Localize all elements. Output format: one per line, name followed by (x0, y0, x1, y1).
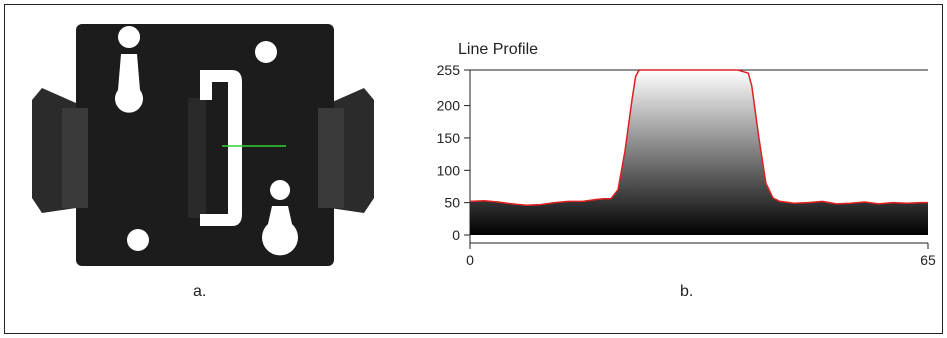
d-slot (200, 70, 242, 226)
keyhole-bottom-right (262, 180, 298, 256)
y-tick-label: 0 (452, 227, 460, 243)
profile-line (469, 69, 928, 206)
bracket-photo (32, 24, 374, 266)
caption-b: b. (680, 283, 694, 300)
x-ticks: 0 65 (466, 243, 936, 268)
plate-band-left (62, 108, 88, 208)
y-tick-label: 255 (437, 62, 461, 78)
y-ticks: 0 50 100 150 200 255 (437, 62, 470, 243)
hole-bottom-left (127, 229, 149, 251)
y-tick-label: 50 (444, 195, 460, 211)
x-tick-label: 0 (466, 252, 474, 268)
y-tick-label: 200 (437, 98, 461, 114)
x-tick-label: 65 (920, 252, 936, 268)
profile-area (470, 70, 928, 235)
y-tick-label: 150 (437, 130, 461, 146)
keyhole-top-left (115, 26, 143, 113)
plate-band-center (188, 98, 206, 218)
hole-top-right (255, 41, 277, 63)
figure-frame (4, 4, 943, 334)
line-profile-chart: Line Profile 0 50 100 150 200 255 0 65 (437, 41, 936, 268)
caption-a: a. (193, 283, 207, 300)
plate-band-right (318, 108, 344, 208)
chart-title: Line Profile (458, 41, 538, 58)
y-tick-label: 100 (437, 162, 461, 178)
